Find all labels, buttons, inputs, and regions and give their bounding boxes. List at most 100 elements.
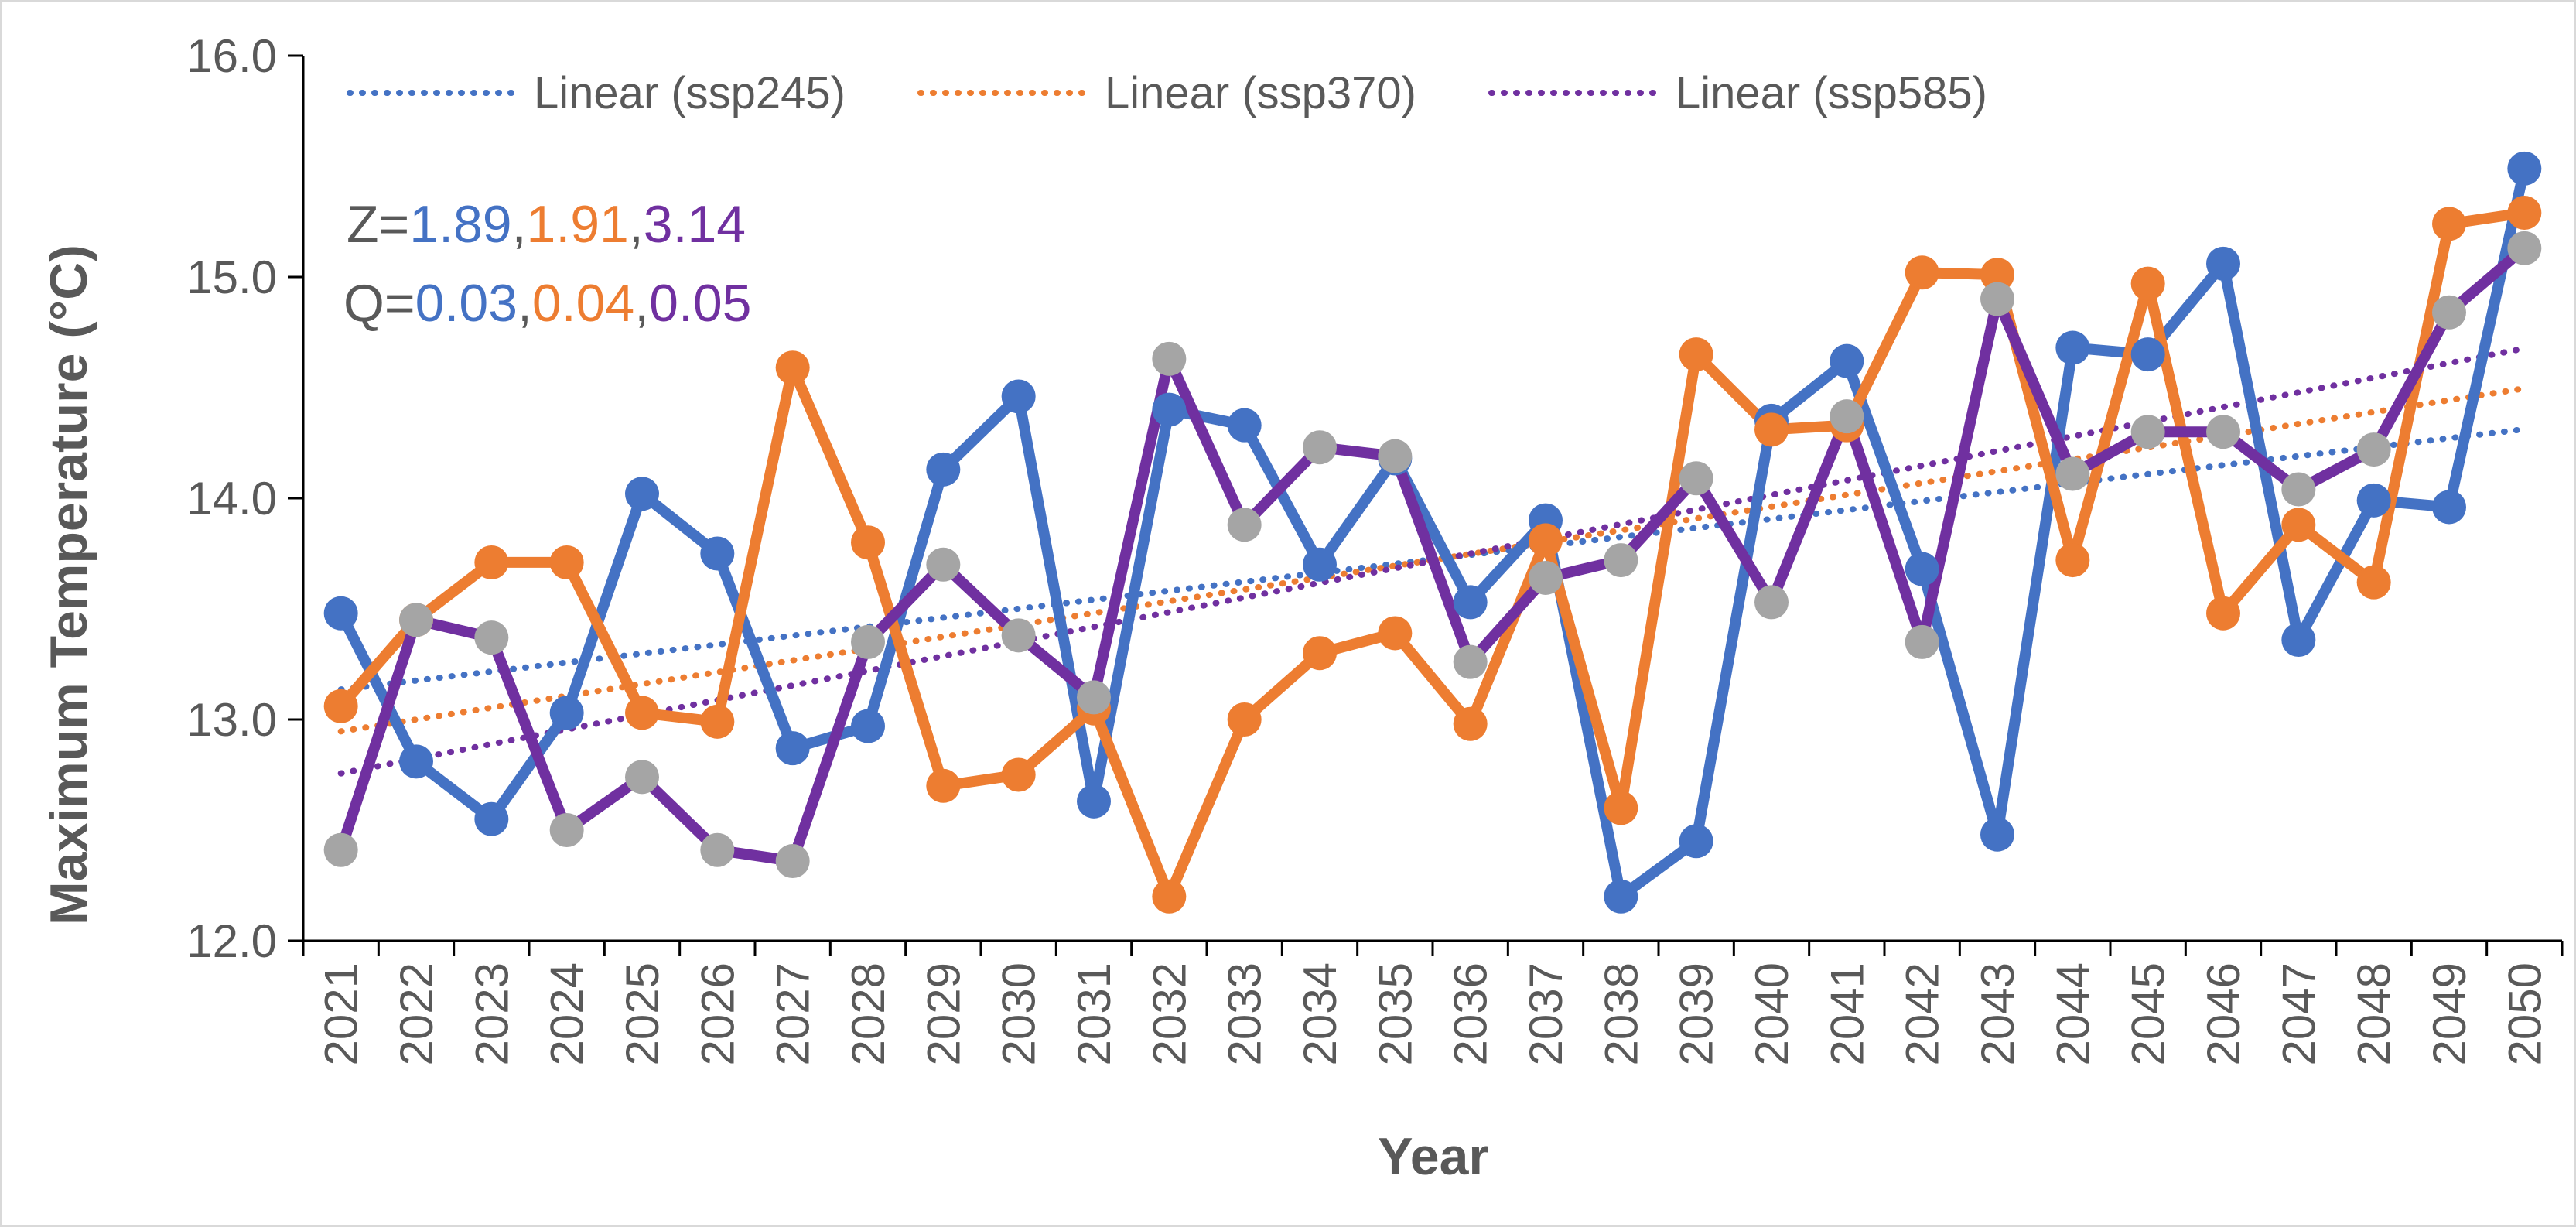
data-point-ssp245: [2206, 246, 2240, 281]
x-tick-label: 2049: [2424, 962, 2475, 1065]
x-tick-label: 2036: [1445, 962, 1497, 1065]
x-tick-label: 2032: [1143, 962, 1195, 1065]
data-point-ssp585: [2055, 456, 2090, 491]
q-separator: ,: [518, 274, 532, 333]
data-point-ssp585: [1905, 624, 1939, 659]
data-point-ssp370: [2206, 596, 2240, 631]
data-point-ssp585: [700, 832, 735, 867]
axes: 12.0 13.0 14.0 15.0 16.0 2021 2022 2023 2024 2025…: [186, 30, 2564, 1065]
data-point-ssp370: [2432, 207, 2466, 241]
data-point-ssp585: [1227, 508, 1262, 542]
data-point-ssp245: [625, 477, 659, 511]
data-point-ssp585: [625, 760, 659, 795]
data-point-ssp585: [1001, 618, 1036, 653]
x-tick-label: 2044: [2047, 962, 2099, 1065]
data-point-ssp245: [1077, 784, 1111, 819]
data-point-ssp585: [2432, 295, 2466, 330]
data-point-ssp245: [323, 596, 358, 631]
data-point-ssp585: [1152, 341, 1187, 376]
x-tick-label: 2021: [316, 962, 367, 1065]
data-point-ssp245: [1303, 547, 1337, 582]
z-value-ssp585: 3.14: [644, 195, 746, 254]
z-separator: ,: [629, 195, 644, 254]
data-point-ssp370: [1679, 337, 1713, 372]
data-point-ssp245: [775, 731, 810, 766]
data-point-ssp245: [851, 709, 885, 743]
data-point-ssp370: [1227, 702, 1262, 737]
x-tick-label: 2048: [2349, 962, 2400, 1065]
x-tick-label: 2026: [692, 962, 743, 1065]
data-point-ssp245: [549, 696, 584, 730]
data-point-ssp585: [1378, 439, 1413, 473]
data-point-ssp245: [1453, 585, 1488, 620]
series-line-ssp585: [335, 242, 2530, 866]
data-point-ssp585: [2507, 231, 2542, 265]
data-point-ssp585: [851, 624, 885, 659]
data-point-ssp245: [1830, 343, 1864, 378]
data-point-ssp585: [2130, 415, 2165, 449]
data-point-ssp585: [549, 813, 584, 847]
z-prefix: Z=: [347, 195, 409, 254]
legend-label: Linear (ssp585): [1676, 68, 1987, 118]
legend-label: Linear (ssp370): [1105, 68, 1416, 118]
y-tick-label: 15.0: [186, 251, 277, 303]
data-point-ssp370: [625, 696, 659, 730]
q-prefix: Q=: [343, 274, 415, 333]
data-point-ssp585: [1754, 585, 1789, 620]
data-point-ssp370: [1303, 636, 1337, 671]
data-point-ssp370: [1905, 255, 1939, 290]
y-tick-label: 13.0: [186, 694, 277, 746]
data-point-ssp245: [1905, 552, 1939, 586]
data-point-ssp245: [1001, 379, 1036, 414]
q-value-ssp370: 0.04: [532, 274, 634, 333]
data-point-ssp585: [2206, 415, 2240, 449]
x-tick-label: 2022: [391, 962, 442, 1065]
data-point-ssp245: [2281, 623, 2316, 658]
data-point-ssp370: [1001, 757, 1036, 792]
data-point-ssp370: [1754, 412, 1789, 447]
data-point-ssp245: [2507, 151, 2542, 186]
x-tick-label: 2050: [2499, 962, 2550, 1065]
data-point-ssp585: [2281, 472, 2316, 507]
x-tick-label: 2041: [1821, 962, 1873, 1065]
data-point-ssp245: [2055, 330, 2090, 365]
z-separator: ,: [512, 195, 527, 254]
x-tick-label: 2028: [842, 962, 894, 1065]
x-tick-label: 2034: [1294, 962, 1346, 1065]
y-tick-label: 12.0: [186, 915, 277, 967]
data-point-ssp585: [1453, 644, 1488, 679]
data-point-ssp245: [2432, 490, 2466, 525]
x-tick-label: 2031: [1068, 962, 1120, 1065]
data-point-ssp585: [1830, 399, 1864, 434]
legend: Linear (ssp245) Linear (ssp370) Linear (ss…: [347, 68, 1987, 118]
x-tick-label: 2029: [917, 962, 969, 1065]
z-value-ssp245: 1.89: [409, 195, 511, 254]
data-point-ssp585: [1679, 461, 1713, 496]
q-statistic-annotation: Q=0.03,0.04,0.05: [343, 274, 752, 333]
x-tick-label: 2045: [2123, 962, 2175, 1065]
data-point-ssp585: [1077, 680, 1111, 715]
data-point-ssp370: [2281, 508, 2316, 542]
x-tick-label: 2025: [617, 962, 668, 1065]
data-point-ssp245: [1227, 408, 1262, 443]
data-point-ssp585: [1604, 543, 1638, 578]
x-tick-label: 2027: [767, 962, 819, 1065]
x-tick-label: 2046: [2198, 962, 2250, 1065]
data-point-ssp370: [1980, 258, 2014, 292]
x-tick-label: 2033: [1219, 962, 1271, 1065]
q-value-ssp245: 0.03: [415, 274, 518, 333]
data-point-ssp585: [926, 547, 961, 582]
data-point-ssp245: [1152, 392, 1187, 427]
data-point-ssp585: [1980, 282, 2014, 316]
series-markers: [323, 151, 2542, 914]
x-tick-label: 2043: [1972, 962, 2024, 1065]
q-separator: ,: [634, 274, 649, 333]
data-point-ssp370: [2356, 565, 2391, 600]
data-point-ssp245: [399, 744, 433, 779]
data-point-ssp245: [1980, 817, 2014, 852]
x-axis-title: Year: [1378, 1127, 1489, 1186]
data-point-ssp585: [474, 620, 509, 655]
y-tick-label: 16.0: [186, 30, 277, 82]
x-tick-label: 2038: [1595, 962, 1647, 1065]
